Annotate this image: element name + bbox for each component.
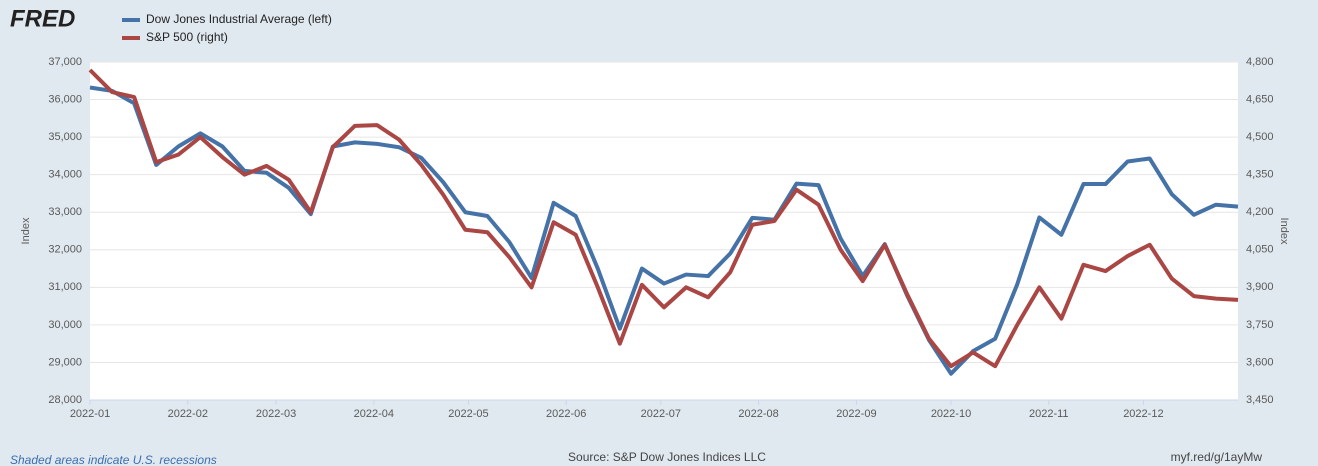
y-tick-label: 33,000 bbox=[48, 206, 82, 218]
legend-label: S&P 500 (right) bbox=[146, 30, 228, 44]
source: Source: S&P Dow Jones Indices LLC bbox=[568, 450, 766, 464]
y2-tick-label: 4,500 bbox=[1246, 131, 1274, 143]
y-tick-label: 30,000 bbox=[48, 319, 82, 331]
y2-tick-label: 3,900 bbox=[1246, 281, 1274, 293]
y-tick-label: 32,000 bbox=[48, 244, 82, 256]
y-tick-label: 37,000 bbox=[48, 56, 82, 68]
y-tick-label: 31,000 bbox=[48, 281, 82, 293]
y2-tick-label: 4,050 bbox=[1246, 244, 1274, 256]
footer-note: Shaded areas indicate U.S. recessions bbox=[10, 453, 217, 466]
plot-area bbox=[90, 62, 1238, 400]
y-tick-label: 29,000 bbox=[48, 356, 82, 368]
y-axis-label: Index bbox=[20, 217, 32, 244]
y2-tick-label: 3,750 bbox=[1246, 319, 1274, 331]
y-tick-label: 35,000 bbox=[48, 131, 82, 143]
y2-tick-label: 4,350 bbox=[1246, 169, 1274, 181]
link[interactable]: myf.red/g/1ayMw bbox=[1171, 450, 1263, 464]
y2-tick-label: 3,600 bbox=[1246, 356, 1274, 368]
y2-tick-label: 4,200 bbox=[1246, 206, 1274, 218]
y2-tick-label: 3,450 bbox=[1246, 394, 1274, 406]
x-tick-label: 2022-08 bbox=[738, 408, 778, 420]
x-tick-label: 2022-05 bbox=[448, 408, 488, 420]
y-tick-label: 34,000 bbox=[48, 169, 82, 181]
x-tick-label: 2022-11 bbox=[1029, 408, 1069, 420]
legend-label: Dow Jones Industrial Average (left) bbox=[146, 12, 332, 26]
series-line bbox=[88, 68, 1239, 369]
series-line bbox=[89, 85, 1239, 376]
x-tick-label: 2022-12 bbox=[1123, 408, 1163, 420]
x-tick-label: 2022-06 bbox=[546, 408, 586, 420]
x-tick-label: 2022-10 bbox=[931, 408, 971, 420]
x-tick-label: 2022-03 bbox=[256, 408, 296, 420]
x-tick-label: 2022-09 bbox=[836, 408, 876, 420]
y-tick-label: 36,000 bbox=[48, 93, 82, 105]
y2-tick-label: 4,800 bbox=[1246, 56, 1274, 68]
y2-axis-label: Index bbox=[1278, 218, 1290, 245]
x-tick-label: 2022-07 bbox=[641, 408, 681, 420]
x-tick-label: 2022-04 bbox=[354, 408, 394, 420]
x-tick-label: 2022-01 bbox=[70, 408, 110, 420]
logo: FRED bbox=[10, 5, 75, 32]
y-tick-label: 28,000 bbox=[48, 394, 82, 406]
y2-tick-label: 4,650 bbox=[1246, 93, 1274, 105]
x-tick-label: 2022-02 bbox=[168, 408, 208, 420]
